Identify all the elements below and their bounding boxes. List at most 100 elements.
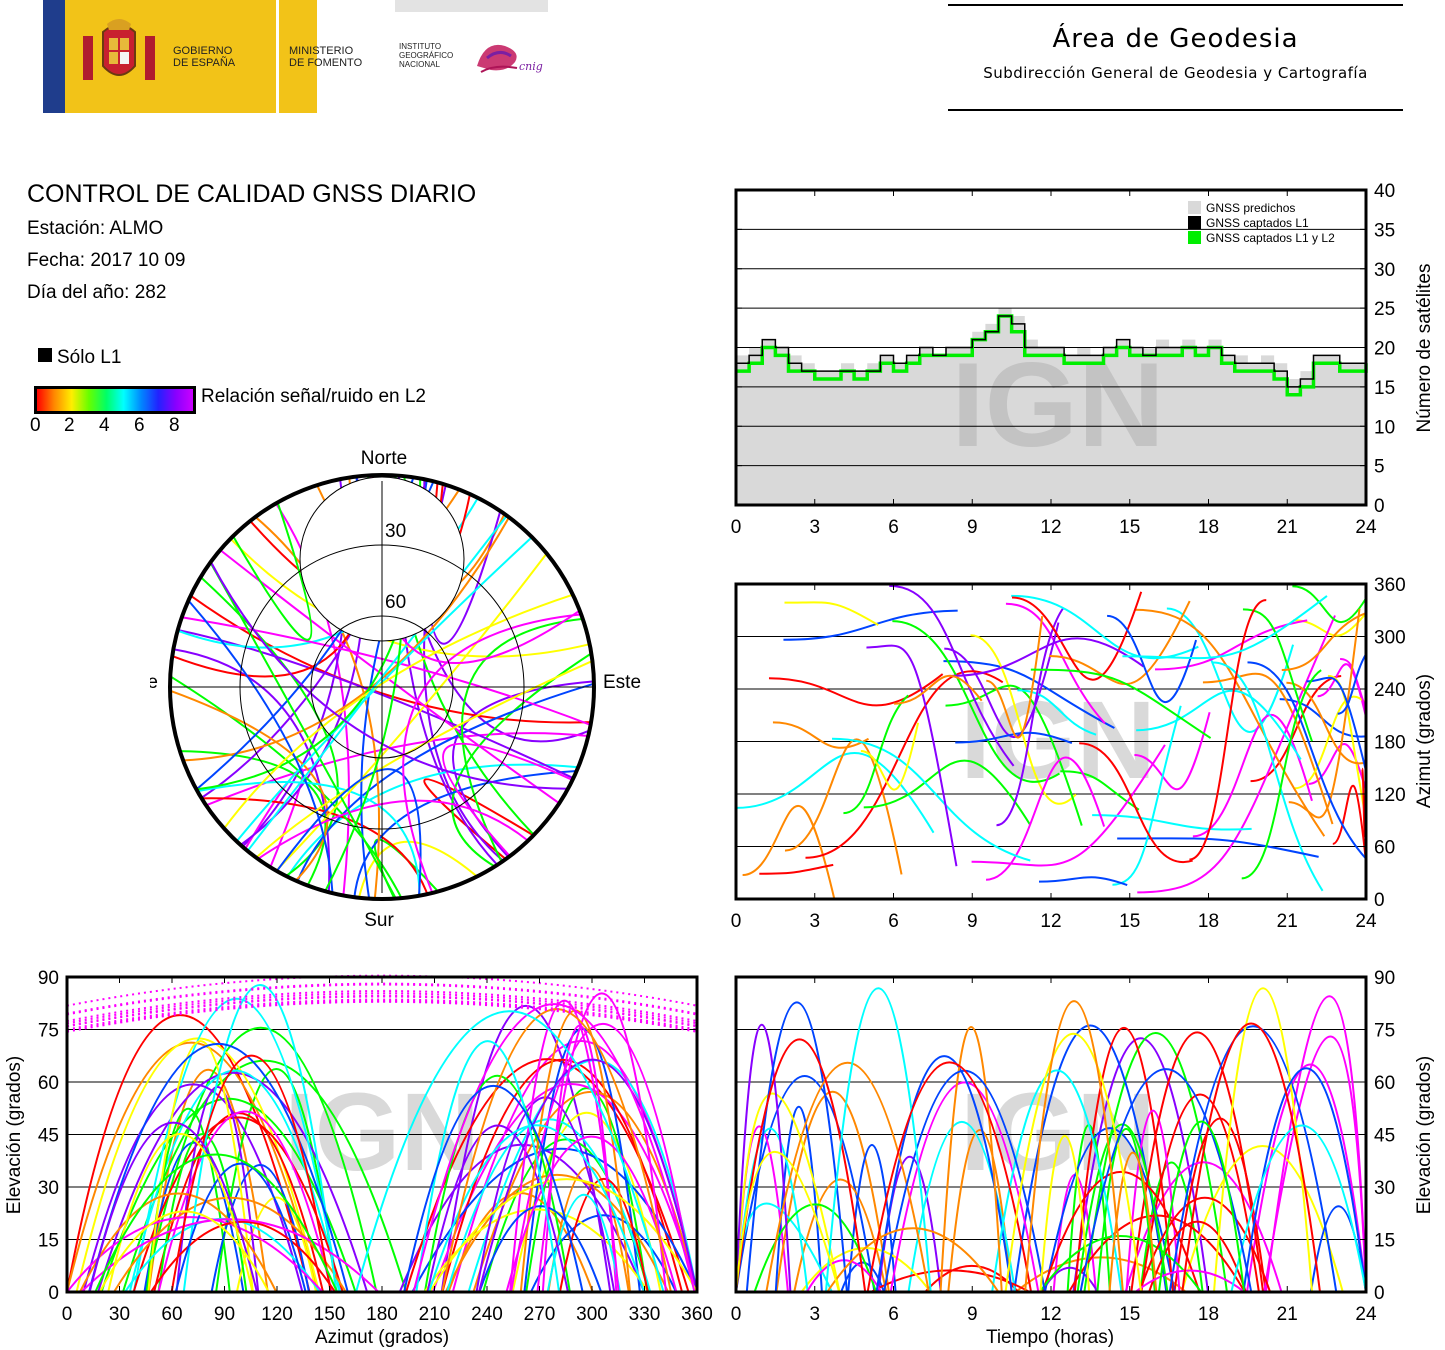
satellite-track: [1124, 1161, 1283, 1293]
watermark: IGN: [960, 679, 1156, 802]
x-tick-label: 24: [1355, 911, 1377, 928]
gov-label: GOBIERNO DE ESPAÑA: [173, 45, 236, 69]
satellite-track: [866, 644, 958, 867]
header-rule-bottom: [948, 109, 1403, 111]
satellite-track: [863, 759, 1031, 826]
satellite-track: [169, 689, 329, 882]
satellite-track: [1030, 668, 1212, 739]
satellite-track: [875, 1055, 1013, 1293]
satellite-track: [66, 1014, 311, 1293]
satellite-track: [157, 1110, 333, 1293]
y-tick-label: 0: [1374, 1283, 1385, 1304]
satellite-track: [1292, 585, 1367, 624]
area-subtitle: Subdirección General de Geodesia y Carto…: [983, 64, 1368, 82]
satellite-track: [986, 616, 1044, 739]
y-tick-label: 90: [38, 968, 59, 989]
satellite-track: [947, 1128, 1013, 1293]
x-tick-label: 210: [419, 1304, 451, 1325]
x-tick-label: 18: [1198, 517, 1219, 535]
satellite-track: [1202, 672, 1334, 825]
skyplot-chart: 30 60 Norte Sur Este Oeste: [150, 448, 641, 931]
x-tick-label: 18: [1198, 911, 1219, 928]
satellite-track: [765, 1061, 930, 1293]
satellite-track: [1286, 681, 1367, 765]
satellite-track: [1043, 1127, 1176, 1293]
satellite-track: [745, 1001, 848, 1293]
satellite-track: [530, 1214, 677, 1293]
x-tick-label: 21: [1277, 517, 1298, 535]
skyplot-label-east: Este: [603, 672, 641, 693]
x-tick-label: 270: [524, 1304, 556, 1325]
ministry-label: MINISTERIO DE FOMENTO: [289, 45, 363, 69]
satellite-track: [1096, 1127, 1156, 1293]
satellite-track: [75, 1037, 320, 1293]
station-label: Estación: ALMO: [27, 218, 164, 239]
x-tick-label: 3: [809, 911, 820, 928]
satellite-track: [866, 1061, 1033, 1293]
satellite-track: [944, 622, 1060, 738]
sat-count-legend: GNSS predichos GNSS captados L1 GNSS cap…: [1188, 201, 1335, 245]
satellite-track: [1212, 661, 1324, 892]
satellite-track: [1138, 1196, 1272, 1293]
satellite-track: [177, 629, 574, 780]
x-tick-label: 0: [62, 1304, 73, 1325]
satellite-track: [461, 617, 583, 863]
x-tick-label: 6: [888, 911, 899, 928]
logo-banner: GOBIERNO DE ESPAÑA MINISTERIO DE FOMENTO I…: [43, 0, 548, 113]
satellite-track: [229, 538, 590, 658]
elevation-azimuth-ylabel: Elevación (grados): [4, 1056, 25, 1214]
satellite-track: [939, 1026, 1003, 1293]
x-tick-label: 0: [731, 911, 742, 928]
coat-of-arms-icon: [79, 14, 159, 92]
y-tick-label: 45: [1374, 1126, 1395, 1147]
satellite-track: [98, 1210, 270, 1293]
skyplot-ring-label-60: 60: [385, 592, 406, 613]
satellite-track: [1136, 689, 1302, 760]
azimuth-time-chart: IGN 0 60 120 180 240 300 360 0 3 6 9 12 15 18 21 24 Azi…: [731, 575, 1435, 928]
elevation-azimuth-xlabel: Azimut (grados): [315, 1327, 449, 1348]
legend-label-l1: GNSS captados L1: [1206, 216, 1309, 230]
satellite-track: [150, 1220, 336, 1293]
y-tick-label: 60: [1374, 1073, 1395, 1094]
satellite-track: [1246, 1063, 1367, 1293]
satellite-track: [1148, 1220, 1247, 1293]
satellite-track: [1068, 1214, 1246, 1293]
watermark: IGN: [960, 1071, 1156, 1194]
satellite-track: [190, 594, 592, 724]
satellite-track: [1134, 1269, 1245, 1293]
satellite-track: [986, 756, 1106, 881]
satellite-track: [1117, 837, 1319, 858]
satellite-track: [97, 1072, 369, 1293]
satellite-track: [1122, 595, 1328, 660]
satellite-track: [66, 1041, 319, 1293]
satellite-track: [1337, 653, 1367, 715]
satellite-track: [768, 673, 944, 707]
satellite-track: [107, 1133, 254, 1293]
watermark: IGN: [951, 338, 1164, 472]
satellite-track: [784, 738, 903, 875]
x-tick-label: 90: [214, 1304, 235, 1325]
elevation-time-ylabel: Elevación (grados): [1414, 1056, 1435, 1214]
satellite-track: [735, 1038, 867, 1293]
satellite-track: [181, 616, 591, 726]
x-tick-label: 15: [1119, 517, 1140, 535]
satellite-track: [970, 634, 1077, 805]
y-tick-label: 45: [38, 1126, 59, 1147]
satellite-track: [735, 1075, 876, 1293]
x-tick-label: 3: [809, 1304, 820, 1325]
ign-label: INSTITUTO GEOGRÁFICO NACIONAL: [399, 42, 454, 69]
snr-tick-6: 6: [134, 415, 145, 436]
satellite-track: [1134, 711, 1211, 791]
satellite-track: [1241, 669, 1322, 880]
satellite-track: [170, 1054, 332, 1293]
satellite-track: [1108, 1151, 1158, 1293]
sat-count-ylabel: Número de satélites: [1414, 264, 1435, 433]
satellite-track: [1107, 614, 1198, 704]
satellite-track: [80, 1218, 380, 1293]
satellite-track: [275, 552, 548, 872]
satellite-track: [735, 1023, 792, 1293]
azimuth-time-ylabel: Azimut (grados): [1414, 674, 1435, 808]
satellite-track: [428, 1178, 698, 1293]
satellite-track: [759, 863, 834, 875]
